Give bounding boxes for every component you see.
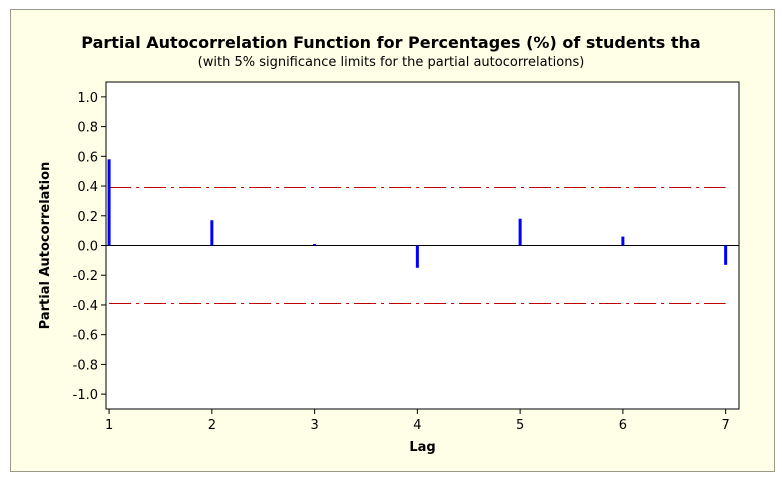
pacf-bar [313,244,317,246]
y-tick-label: 0.6 [77,150,98,165]
pacf-bar [724,245,728,265]
y-tick-label: -0.4 [73,299,98,314]
x-tick-label: 7 [722,418,730,433]
x-tick-label: 2 [208,418,216,433]
chart-title: Partial Autocorrelation Function for Per… [81,33,701,52]
x-tick-label: 1 [105,418,113,433]
y-tick-label: -0.8 [73,358,98,373]
y-tick-label: 0.2 [77,210,98,225]
x-tick-label: 4 [413,418,421,433]
pacf-bar [210,220,214,246]
pacf-bar [107,159,111,246]
x-tick-label: 5 [516,418,524,433]
y-tick-label: 0.4 [77,180,98,195]
y-tick-label: 0.8 [77,121,98,136]
y-tick-label: -1.0 [73,388,98,403]
pacf-bar [415,245,419,268]
pacf-bar [621,236,625,246]
chart-subtitle: (with 5% significance limits for the par… [197,55,585,70]
y-tick-label: -0.6 [73,329,98,344]
x-tick-label: 3 [310,418,318,433]
y-tick-label: 1.0 [77,91,98,106]
y-axis-title: Partial Autocorrelation [38,162,53,330]
x-axis-title: Lag [409,440,435,455]
y-tick-label: -0.2 [73,269,98,284]
y-tick-label: 0.0 [77,240,98,255]
pacf-bar [518,218,522,246]
x-tick-label: 6 [619,418,627,433]
